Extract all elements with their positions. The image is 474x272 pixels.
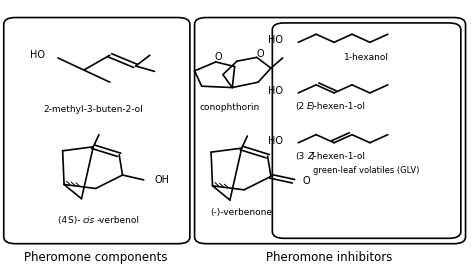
Text: HO: HO [30,50,45,60]
Text: cis: cis [83,216,95,225]
Text: green-leaf volatiles (GLV): green-leaf volatiles (GLV) [313,166,420,175]
Text: (-)-verbenone: (-)-verbenone [211,208,273,217]
Text: Pheromone components: Pheromone components [24,251,167,264]
Text: 2-methyl-3-buten-2-ol: 2-methyl-3-buten-2-ol [44,104,143,114]
Text: OH: OH [155,175,170,185]
Text: )-hexen-1-ol: )-hexen-1-ol [310,103,365,112]
Text: 1-hexanol: 1-hexanol [344,53,389,62]
Text: E: E [307,103,312,112]
Text: Z: Z [307,152,313,161]
Text: conophthorin: conophthorin [200,103,260,112]
Text: O: O [214,52,222,61]
Text: -verbenol: -verbenol [97,216,139,225]
Text: (4 S)-: (4 S)- [58,216,81,225]
Text: HO: HO [268,35,283,45]
Text: )-hexen-1-ol: )-hexen-1-ol [310,152,365,161]
FancyBboxPatch shape [273,23,461,238]
Text: (2: (2 [295,103,304,112]
FancyBboxPatch shape [4,17,190,244]
Text: O: O [302,176,310,186]
Text: (3: (3 [295,152,304,161]
FancyBboxPatch shape [195,17,465,244]
Text: Pheromone inhibitors: Pheromone inhibitors [266,251,392,264]
Text: HO: HO [268,86,283,96]
Text: O: O [257,49,264,59]
Text: HO: HO [268,135,283,146]
